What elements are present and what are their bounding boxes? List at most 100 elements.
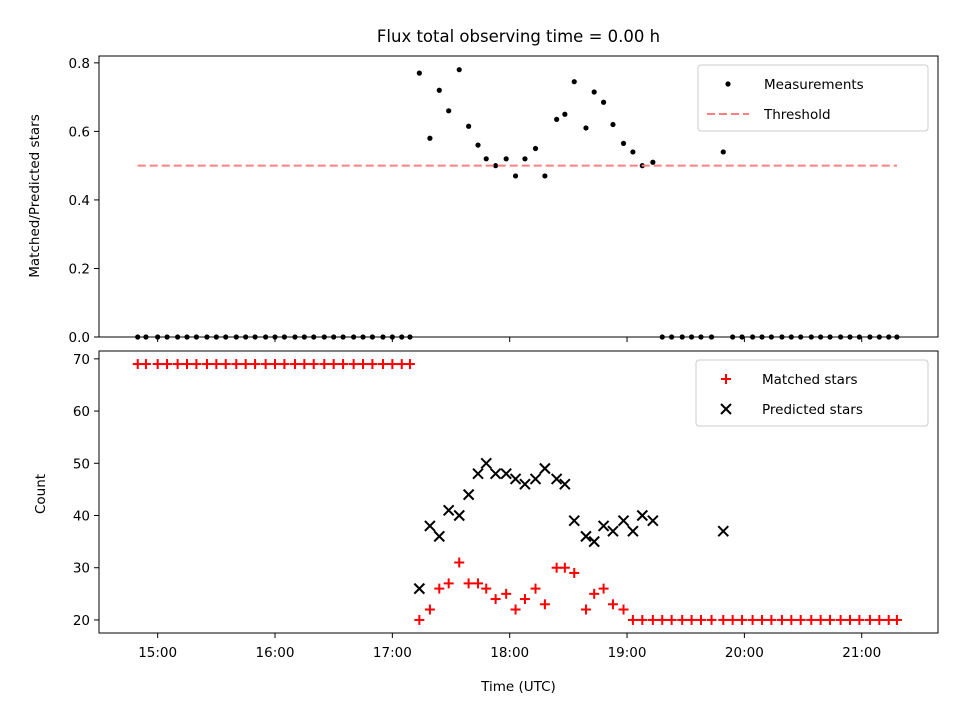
data-point — [786, 614, 797, 625]
data-point — [688, 334, 695, 340]
data-point — [727, 614, 738, 625]
y-tick-label: 30 — [73, 561, 90, 577]
x-b — [453, 509, 465, 522]
legend-swatch — [725, 81, 731, 87]
data-point — [530, 583, 541, 594]
x-b — [717, 525, 729, 537]
data-point — [172, 359, 183, 370]
data-point — [463, 578, 474, 589]
data-point — [620, 140, 627, 146]
data-point — [466, 123, 472, 129]
data-point — [627, 525, 639, 537]
legend-label: Threshold — [763, 107, 831, 123]
y-tick-label: 0.8 — [69, 56, 90, 72]
data-point — [260, 359, 271, 370]
data-point — [847, 334, 853, 340]
xlabel: Time (UTC) — [480, 679, 556, 695]
data-point — [489, 468, 502, 480]
data-point — [473, 578, 484, 589]
x-tick-label: 16:00 — [256, 645, 295, 661]
data-point — [650, 159, 656, 165]
data-point — [718, 614, 729, 625]
data-point — [340, 334, 346, 340]
legend-item: Measurements — [725, 77, 864, 93]
data-point — [788, 334, 794, 340]
data-point — [550, 473, 563, 485]
data-point — [416, 70, 422, 76]
data-point — [607, 525, 619, 537]
data-point — [204, 334, 210, 340]
plot-panel-1: 0.0 0.2 0.4 0.6 0.8 Measurements Threshold — [69, 55, 939, 346]
y-tick-label: 0.0 — [69, 330, 90, 346]
data-point — [647, 515, 659, 527]
data-point — [424, 604, 435, 615]
x-b — [607, 525, 619, 537]
data-point — [272, 334, 278, 340]
data-point — [453, 509, 465, 522]
data-point — [250, 359, 261, 370]
data-point — [201, 359, 212, 370]
data-point — [617, 515, 630, 527]
x-b — [509, 473, 522, 485]
x-b — [617, 515, 630, 527]
x-b — [462, 488, 475, 501]
data-point — [454, 557, 465, 568]
data-point — [776, 614, 787, 625]
legend-label: Predicted stars — [762, 402, 863, 418]
data-point — [140, 359, 151, 370]
legend-label: Measurements — [764, 77, 864, 93]
data-point — [529, 473, 542, 485]
x-b — [627, 525, 639, 537]
data-point — [213, 334, 219, 340]
data-point — [874, 614, 885, 625]
y-tick-label: 60 — [73, 404, 90, 420]
y-tick-label: 0.6 — [69, 124, 90, 140]
data-point — [669, 334, 675, 340]
data-point — [407, 334, 413, 340]
data-point — [818, 334, 824, 340]
data-point — [493, 163, 499, 169]
x-b — [568, 515, 580, 527]
data-point — [155, 334, 161, 340]
data-point — [666, 614, 677, 625]
data-point — [480, 457, 492, 469]
x-b — [500, 468, 512, 480]
legend: Matched stars Predicted stars — [695, 359, 929, 427]
data-point — [240, 359, 251, 370]
x-b — [559, 478, 571, 490]
data-point — [559, 478, 571, 490]
data-point — [519, 478, 531, 490]
data-point — [292, 334, 298, 340]
data-point — [522, 156, 528, 162]
data-point — [636, 509, 649, 522]
data-point — [351, 334, 357, 340]
data-point — [509, 473, 522, 485]
x-b — [529, 473, 542, 485]
data-point — [532, 145, 539, 152]
data-point — [519, 594, 530, 605]
data-point — [472, 468, 484, 480]
data-point — [737, 614, 748, 625]
y-tick-label: 0.4 — [69, 193, 90, 209]
data-point — [289, 359, 300, 370]
data-point — [749, 334, 756, 340]
x-b — [424, 520, 436, 532]
y-tick-label: 40 — [73, 509, 90, 525]
data-point — [446, 108, 452, 114]
data-point — [462, 488, 475, 501]
data-point — [698, 334, 704, 340]
data-point — [135, 334, 141, 340]
data-point — [424, 520, 436, 532]
data-point — [500, 468, 512, 480]
data-point — [894, 334, 900, 340]
data-point — [220, 359, 231, 370]
data-point — [252, 334, 258, 340]
axes-frame — [98, 350, 939, 634]
data-point — [481, 583, 492, 594]
data-point — [404, 359, 415, 370]
series-matched-stars — [132, 359, 902, 625]
data-point — [182, 359, 193, 370]
data-point — [380, 334, 386, 340]
data-point — [815, 614, 826, 625]
data-point — [876, 334, 882, 340]
